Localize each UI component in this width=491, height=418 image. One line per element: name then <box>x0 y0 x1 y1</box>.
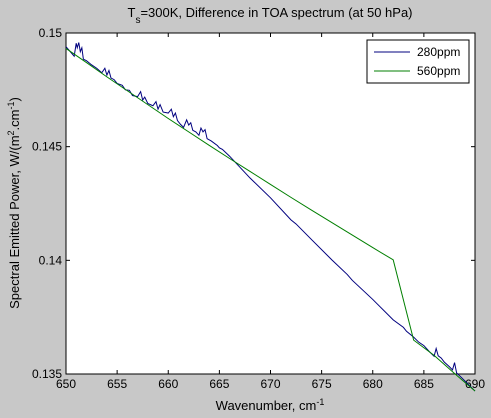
chart-title: Ts=300K, Difference in TOA spectrum (at … <box>127 5 412 26</box>
y-tick-label: 0.135 <box>32 367 62 381</box>
x-tick-label: 660 <box>158 377 178 391</box>
plot-area <box>65 32 476 375</box>
x-tick-label: 675 <box>312 377 332 391</box>
x-tick-label: 655 <box>107 377 127 391</box>
y-tick-label: 0.14 <box>39 253 63 267</box>
legend-box <box>366 39 470 84</box>
legend-label-280ppm: 280ppm <box>417 45 460 59</box>
y-tick-label: 0.15 <box>39 26 63 40</box>
series-layer <box>65 42 476 392</box>
x-tick-label: 685 <box>414 377 434 391</box>
x-tick-label: 690 <box>465 377 485 391</box>
legend-label-560ppm: 560ppm <box>417 64 460 78</box>
series-line-560ppm <box>65 48 476 392</box>
x-tick-label: 670 <box>260 377 280 391</box>
y-axis-label: Spectral Emitted Power, W/(m2.cm-1) <box>6 97 22 309</box>
x-tick-label: 680 <box>363 377 383 391</box>
x-tick-label: 650 <box>56 377 76 391</box>
legend: 280ppm 560ppm <box>366 39 470 84</box>
x-axis-label: Wavenumber, cm-1 <box>216 397 325 413</box>
axis-ticks <box>65 32 476 375</box>
y-tick-label: 0.145 <box>32 140 62 154</box>
series-line-280ppm <box>65 42 476 392</box>
tick-labels: 650 655 660 665 670 675 680 685 690 0.135 0.14 0.14… <box>32 26 485 391</box>
x-tick-label: 665 <box>209 377 229 391</box>
